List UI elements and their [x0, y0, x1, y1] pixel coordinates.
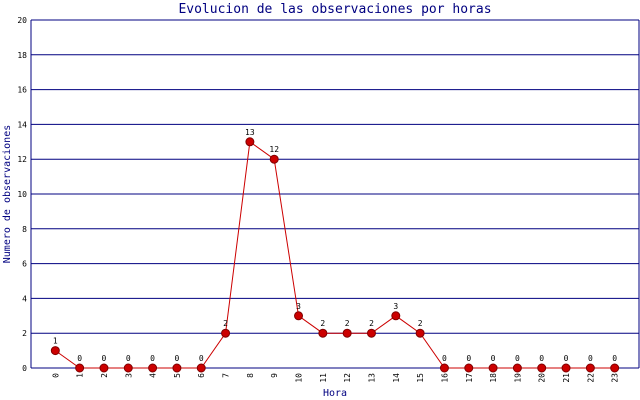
- x-tick-label: 12: [343, 373, 352, 383]
- data-label: 0: [126, 354, 131, 363]
- x-tick-label: 22: [586, 373, 595, 383]
- x-tick-label: 20: [538, 373, 547, 383]
- data-point: [537, 363, 547, 373]
- data-point: [123, 363, 133, 373]
- x-tick-label: 1: [76, 373, 85, 378]
- x-tick-label: 11: [319, 373, 328, 383]
- data-label: 0: [150, 354, 155, 363]
- data-label: 2: [320, 319, 325, 328]
- x-tick-label: 19: [513, 373, 522, 383]
- data-point: [512, 363, 522, 373]
- data-label: 3: [296, 302, 301, 311]
- chart-title: Evolucion de las observaciones por horas: [178, 2, 491, 17]
- series-line: [55, 140, 615, 369]
- data-point: [99, 363, 109, 373]
- y-tick-label: 14: [17, 120, 27, 129]
- x-tick-label: 6: [197, 373, 206, 378]
- data-point: [415, 328, 425, 338]
- data-point: [196, 363, 206, 373]
- data-label: 0: [77, 354, 82, 363]
- data-point: [221, 328, 231, 338]
- data-label: 0: [588, 354, 593, 363]
- y-tick-label: 10: [17, 190, 27, 199]
- data-point: [610, 363, 620, 373]
- x-tick-label: 4: [149, 373, 158, 378]
- x-tick-label: 17: [465, 373, 474, 383]
- x-tick-label: 21: [562, 373, 571, 383]
- x-tick-label: 9: [270, 373, 279, 378]
- data-point: [75, 363, 85, 373]
- data-point: [342, 328, 352, 338]
- data-label: 0: [199, 354, 204, 363]
- x-tick-label: 2: [100, 373, 109, 378]
- data-point: [50, 346, 60, 356]
- x-tick-label: 7: [222, 373, 231, 378]
- data-point: [488, 363, 498, 373]
- data-label: 0: [175, 354, 180, 363]
- y-tick-label: 20: [17, 16, 27, 25]
- data-label: 12: [269, 145, 279, 154]
- x-tick-label: 16: [440, 373, 449, 383]
- x-tick-label: 8: [246, 373, 255, 378]
- data-point: [294, 311, 304, 321]
- data-label: 0: [539, 354, 544, 363]
- data-label: 2: [223, 319, 228, 328]
- x-tick-label: 10: [295, 373, 304, 383]
- data-point: [439, 363, 449, 373]
- x-tick-label: 3: [124, 373, 133, 378]
- y-tick-label: 2: [22, 329, 27, 338]
- data-point: [172, 363, 182, 373]
- data-label: 1: [53, 337, 58, 346]
- data-label: 0: [515, 354, 520, 363]
- data-label: 0: [102, 354, 107, 363]
- data-label: 0: [564, 354, 569, 363]
- data-point: [245, 137, 255, 147]
- data-label: 0: [612, 354, 617, 363]
- x-tick-label: 13: [367, 373, 376, 383]
- y-tick-label: 6: [22, 260, 27, 269]
- data-point: [585, 363, 595, 373]
- data-label: 2: [369, 319, 374, 328]
- y-tick-label: 18: [17, 51, 27, 60]
- x-tick-label: 5: [173, 373, 182, 378]
- y-tick-label: 8: [22, 225, 27, 234]
- y-tick-label: 16: [17, 86, 27, 95]
- data-label: 0: [466, 354, 471, 363]
- x-tick-label: 0: [51, 373, 60, 378]
- data-label: 0: [491, 354, 496, 363]
- data-point: [269, 154, 279, 164]
- data-point: [561, 363, 571, 373]
- data-label: 2: [418, 319, 423, 328]
- x-tick-label: 15: [416, 373, 425, 383]
- y-tick-label: 4: [22, 294, 27, 303]
- data-label: 3: [393, 302, 398, 311]
- data-point: [318, 328, 328, 338]
- data-point: [391, 311, 401, 321]
- data-point: [464, 363, 474, 373]
- y-axis-label: Numero de observaciones: [2, 125, 13, 263]
- data-label: 0: [442, 354, 447, 363]
- data-point: [148, 363, 158, 373]
- y-tick-label: 0: [22, 364, 27, 373]
- x-axis-label: Hora: [323, 388, 347, 399]
- y-tick-label: 12: [17, 155, 27, 164]
- data-label: 13: [245, 128, 255, 137]
- data-label: 2: [345, 319, 350, 328]
- x-tick-label: 14: [392, 373, 401, 383]
- data-point: [366, 328, 376, 338]
- x-tick-label: 18: [489, 373, 498, 383]
- x-tick-label: 23: [611, 373, 620, 383]
